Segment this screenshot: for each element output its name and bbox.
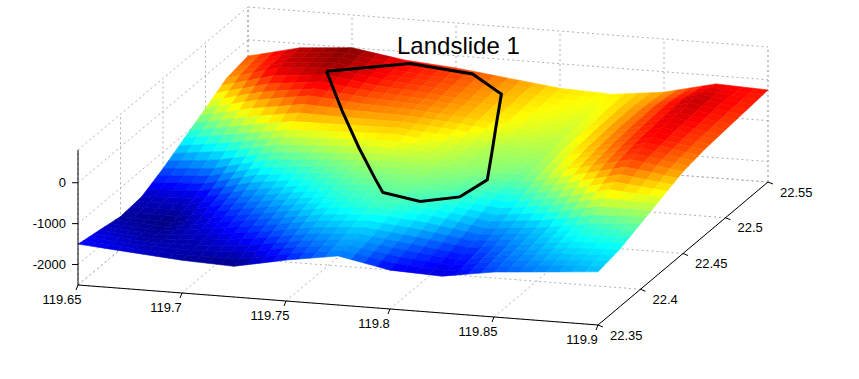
svg-text:-2000: -2000 xyxy=(33,257,66,272)
svg-text:22.55: 22.55 xyxy=(780,185,813,200)
svg-text:22.5: 22.5 xyxy=(738,220,763,235)
svg-text:119.65: 119.65 xyxy=(43,292,82,307)
svg-text:Landslide 1: Landslide 1 xyxy=(397,32,520,59)
svg-text:119.9: 119.9 xyxy=(566,332,598,347)
svg-text:-1000: -1000 xyxy=(33,216,66,231)
svg-text:22.45: 22.45 xyxy=(695,256,728,271)
svg-text:119.85: 119.85 xyxy=(459,324,498,339)
svg-text:119.75: 119.75 xyxy=(251,308,290,323)
svg-text:0: 0 xyxy=(59,175,66,190)
svg-text:22.4: 22.4 xyxy=(653,292,678,307)
svg-text:22.35: 22.35 xyxy=(610,328,643,343)
svg-text:119.8: 119.8 xyxy=(358,316,390,331)
svg-text:119.7: 119.7 xyxy=(150,300,182,315)
